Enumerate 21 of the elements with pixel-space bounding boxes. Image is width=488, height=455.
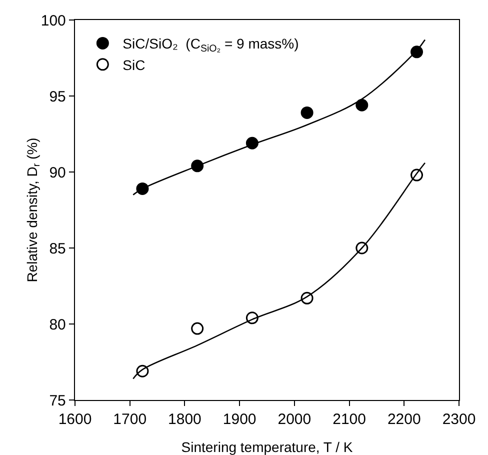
x-tick-label: 1800 xyxy=(168,411,202,428)
x-tick-label: 2100 xyxy=(332,411,366,428)
x-tick-label: 2300 xyxy=(442,411,476,428)
y-tick-label: 80 xyxy=(49,316,66,334)
x-axis-title: Sintering temperature, T / K xyxy=(181,439,354,455)
y-tick-label: 90 xyxy=(49,164,66,182)
x-tick-label: 1600 xyxy=(58,411,92,428)
x-tick-label: 1900 xyxy=(222,411,256,428)
x-tick-label: 2000 xyxy=(278,411,312,428)
point xyxy=(300,106,314,119)
line-series xyxy=(132,162,426,380)
x-tick-label: 2200 xyxy=(387,411,421,428)
y-tick-label: 75 xyxy=(49,392,66,410)
x-tick-label: 1700 xyxy=(113,411,147,428)
point xyxy=(356,98,368,112)
y-tick-label: 85 xyxy=(49,240,66,258)
legend-label: SiC xyxy=(122,56,146,73)
legend-label: SiC/SiO₂ (C$_{SiO₂}$ = 9 mass%) xyxy=(122,36,299,55)
y-tick-label: 100 xyxy=(40,12,66,30)
y-tick-label: 95 xyxy=(49,88,66,106)
point xyxy=(191,322,204,335)
